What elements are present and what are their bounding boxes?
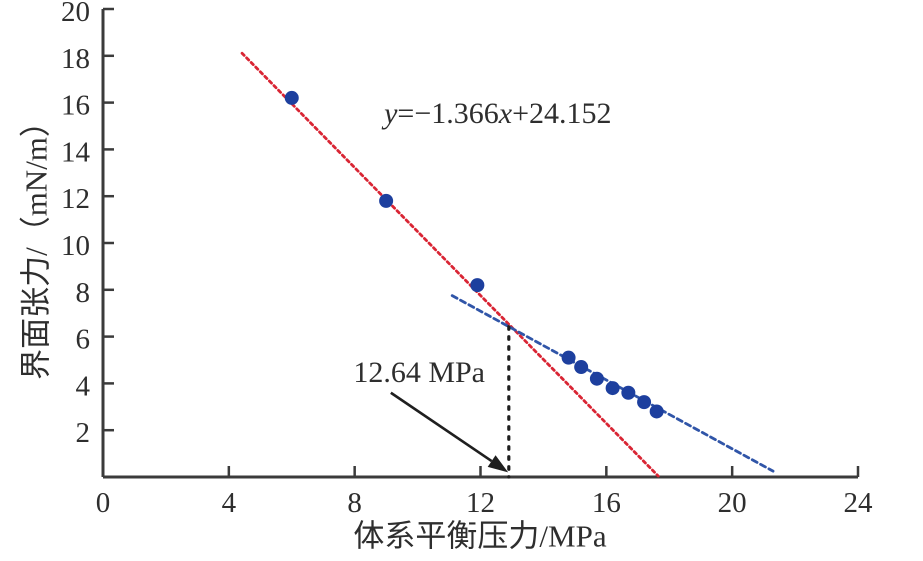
y-tick-label: 20 (61, 0, 90, 28)
equation-label: y=−1.366x+24.152 (384, 97, 611, 131)
data-point (649, 404, 664, 419)
mmp-arrow-shaft (390, 391, 493, 463)
data-point (574, 360, 589, 375)
data-point (470, 278, 485, 293)
x-tick-label: 24 (844, 487, 874, 519)
y-tick-label: 6 (76, 324, 91, 356)
y-axis-title: 界面张力/（mN/m） (18, 106, 54, 380)
x-tick-label: 16 (592, 487, 621, 519)
data-point (589, 371, 604, 386)
equation-var-x: x (498, 97, 513, 131)
equation-var-y: y (384, 97, 398, 131)
y-tick-label: 4 (76, 370, 91, 402)
data-point (379, 193, 394, 208)
y-tick-label: 12 (61, 183, 90, 215)
y-tick-label: 8 (76, 277, 91, 309)
y-tick-label: 2 (76, 417, 91, 449)
miscible-extrapolation-line (240, 51, 660, 478)
x-tick-label: 20 (718, 487, 747, 519)
data-point (621, 385, 636, 400)
data-point (284, 90, 299, 105)
x-tick-label: 0 (96, 487, 111, 519)
y-tick-label: 14 (61, 136, 91, 168)
x-tick-label: 8 (347, 487, 362, 519)
x-tick-label: 12 (466, 487, 495, 519)
data-point (605, 381, 620, 396)
mmp-arrow-head (487, 455, 509, 473)
y-tick-label: 10 (61, 230, 90, 262)
mmp-value-label: 12.64 MPa (353, 355, 485, 389)
equation-intercept: +24.152 (512, 97, 612, 131)
x-tick-label: 4 (222, 487, 237, 519)
data-point (561, 350, 576, 365)
equation-slope: =−1.366 (397, 97, 499, 131)
x-axis-title: 体系平衡压力/MPa (353, 518, 607, 554)
data-point (637, 395, 652, 410)
y-tick-label: 18 (61, 43, 90, 75)
y-tick-label: 16 (61, 90, 90, 122)
